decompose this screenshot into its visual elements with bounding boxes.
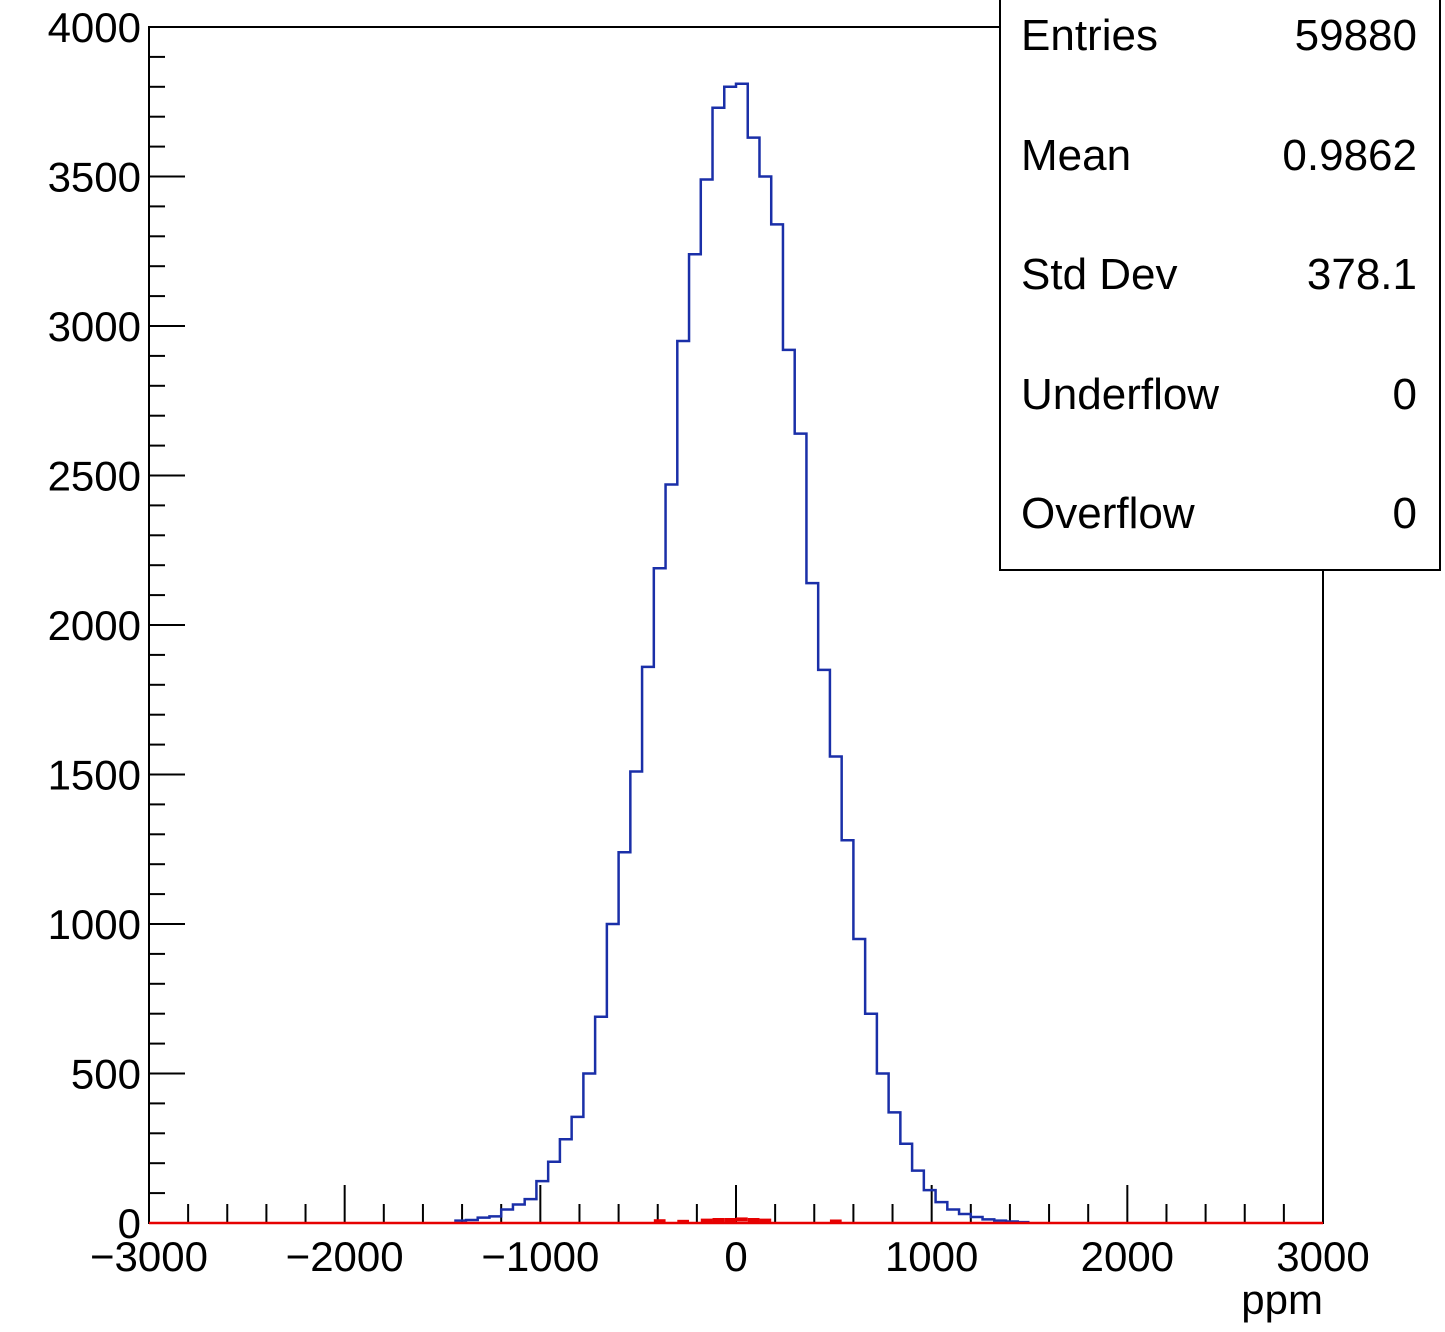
stats-row-underflow: Underflow 0 xyxy=(1021,365,1417,425)
y-tick-label: 0 xyxy=(118,1200,141,1247)
x-tick-label: −2000 xyxy=(286,1233,404,1280)
histogram-series xyxy=(149,82,1323,1225)
x-tick-label: −3000 xyxy=(90,1233,208,1280)
stats-box: Entries 59880 Mean 0.9862 Std Dev 378.1 … xyxy=(999,0,1441,571)
y-tick-label: 2500 xyxy=(48,453,141,500)
stats-value: 0.9862 xyxy=(1282,131,1417,180)
stats-row-entries: Entries 59880 xyxy=(1021,6,1417,66)
x-tick-label: 1000 xyxy=(885,1233,978,1280)
stats-value: 0 xyxy=(1392,489,1417,538)
stats-row-std-dev: Std Dev 378.1 xyxy=(1021,245,1417,305)
stats-value: 378.1 xyxy=(1306,250,1417,299)
y-axis: 0 500 1000 1500 2000 2500 3000 3500 4000 xyxy=(48,4,185,1247)
y-tick-label: 500 xyxy=(71,1051,141,1098)
stats-label: Mean xyxy=(1021,131,1132,180)
stats-label: Underflow xyxy=(1021,370,1220,419)
y-tick-label: 1500 xyxy=(48,752,141,799)
stats-value: 59880 xyxy=(1294,11,1417,60)
x-tick-label: 0 xyxy=(724,1233,747,1280)
x-axis-title: ppm xyxy=(1241,1276,1323,1323)
y-tick-label: 3500 xyxy=(48,154,141,201)
stats-label: Entries xyxy=(1021,11,1158,60)
stats-label: Overflow xyxy=(1021,489,1195,538)
stats-label: Std Dev xyxy=(1021,250,1178,299)
y-tick-label: 1000 xyxy=(48,901,141,948)
histogram-series-line xyxy=(454,82,1030,1224)
stats-row-overflow: Overflow 0 xyxy=(1021,484,1417,544)
x-tick-label: 3000 xyxy=(1276,1233,1369,1280)
y-tick-label: 2000 xyxy=(48,602,141,649)
y-tick-label: 4000 xyxy=(48,4,141,51)
x-axis: −3000 −2000 −1000 0 1000 2000 3000 xyxy=(90,1185,1370,1280)
x-tick-label: 2000 xyxy=(1081,1233,1174,1280)
y-tick-label: 3000 xyxy=(48,303,141,350)
x-tick-label: −1000 xyxy=(481,1233,599,1280)
stats-value: 0 xyxy=(1392,370,1417,419)
stats-row-mean: Mean 0.9862 xyxy=(1021,126,1417,186)
